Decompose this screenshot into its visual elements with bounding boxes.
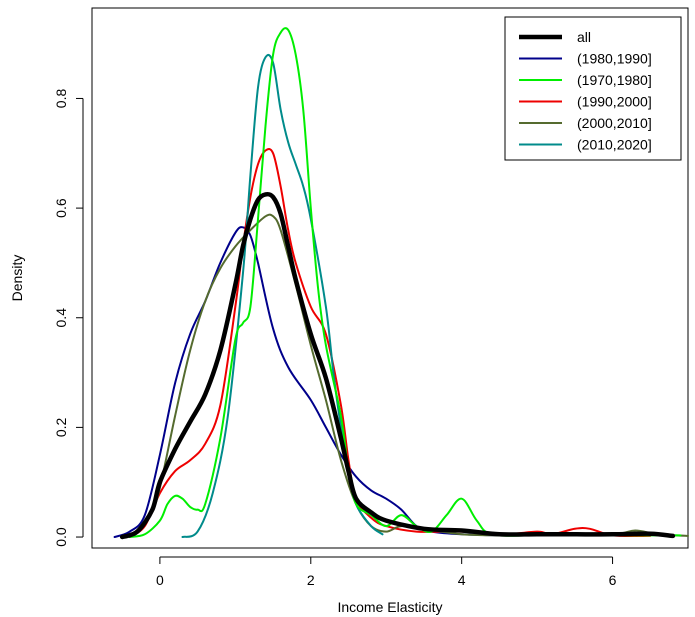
series-line-0 <box>119 191 676 540</box>
legend-label: (2000,2010] <box>577 115 652 131</box>
series-line-2 <box>128 27 682 538</box>
legend-label: (1990,2000] <box>577 94 652 110</box>
x-axis-title: Income Elasticity <box>337 599 442 615</box>
y-tick-label: 0.0 <box>53 527 69 547</box>
plot-area <box>91 7 689 549</box>
legend-label: (1970,1980] <box>577 72 652 88</box>
y-tick-label: 0.8 <box>53 89 69 109</box>
legend: all (1980,1990] (1970,1980] (1990,2000] (200… <box>504 16 682 161</box>
legend-label: all <box>577 29 591 45</box>
x-tick-label: 4 <box>458 572 466 588</box>
series-line-4 <box>121 213 689 538</box>
x-tick-label: 2 <box>307 572 315 588</box>
plot-frame <box>91 7 689 549</box>
legend-label: (2010,2020] <box>577 137 652 153</box>
y-tick-label: 0.2 <box>53 417 69 437</box>
x-tick-label: 0 <box>156 572 164 588</box>
legend-frame <box>504 16 682 161</box>
y-tick-label: 0.6 <box>53 198 69 218</box>
series-group <box>113 27 689 540</box>
y-axis-title: Density <box>9 255 25 302</box>
legend-label: (1980,1990] <box>577 51 652 67</box>
x-tick-label: 6 <box>609 572 617 588</box>
x-axis: 0 2 4 6 <box>156 556 617 588</box>
series-line-3 <box>128 147 652 538</box>
y-tick-label: 0.4 <box>53 308 69 328</box>
y-axis: 0.0 0.2 0.4 0.6 0.8 <box>53 89 84 547</box>
series-line-5 <box>181 53 384 538</box>
